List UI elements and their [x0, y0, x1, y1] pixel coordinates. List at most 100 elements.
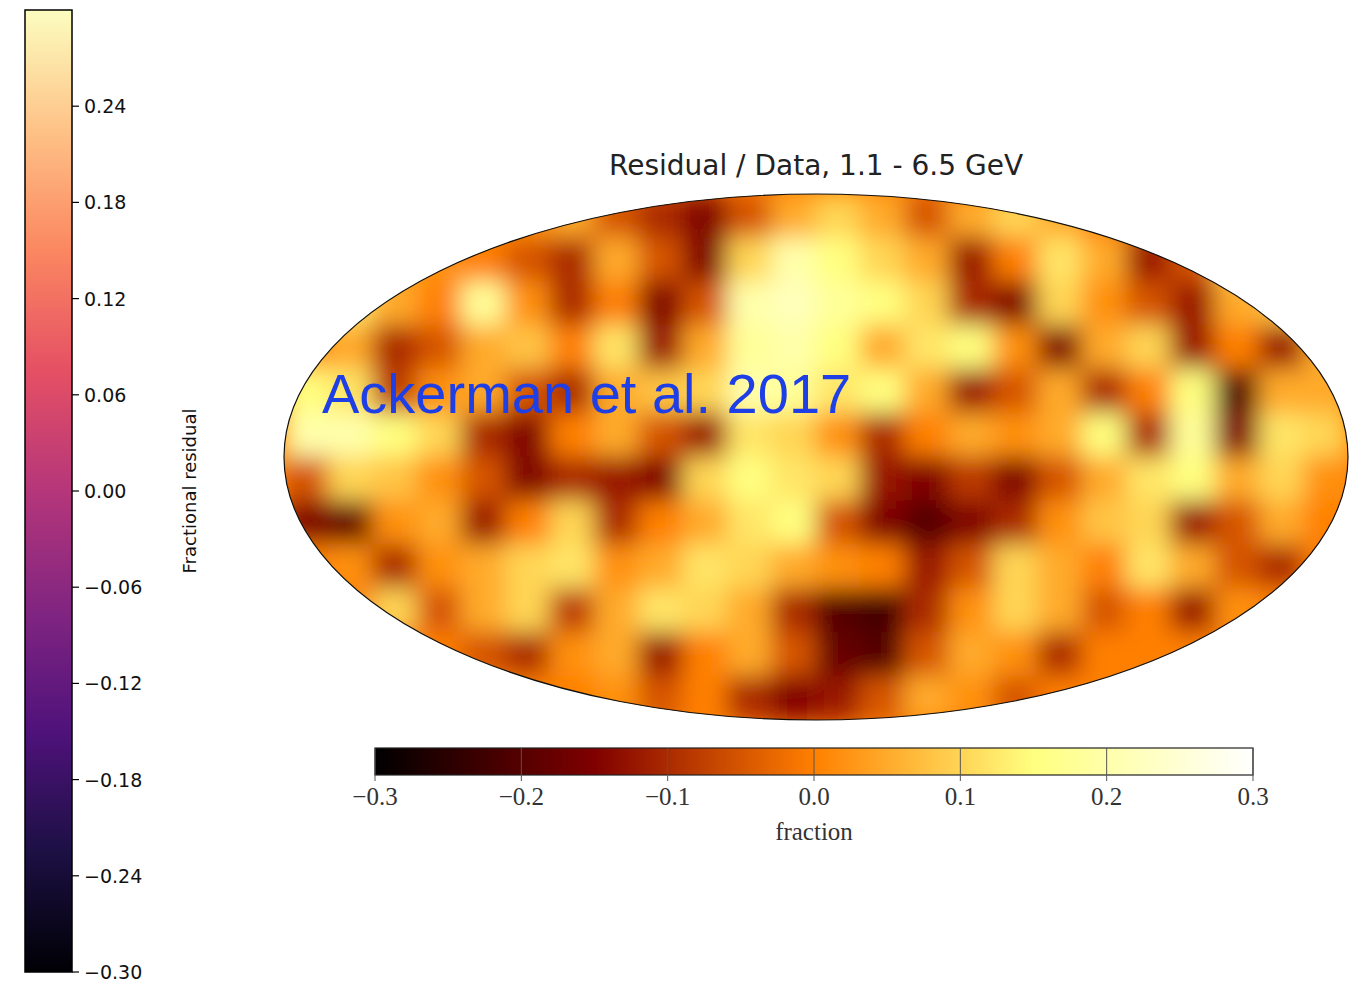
cell — [727, 588, 772, 633]
tick-mark — [72, 779, 79, 780]
cell — [638, 588, 683, 633]
cell — [550, 281, 595, 326]
cell — [594, 500, 639, 545]
tick-label: −0.24 — [84, 865, 142, 887]
cell — [372, 194, 417, 239]
cell — [904, 588, 949, 633]
tick-label: 0.12 — [84, 288, 126, 310]
cell — [1259, 194, 1304, 239]
cell — [949, 676, 994, 721]
cell — [1215, 194, 1260, 239]
cell — [550, 632, 595, 677]
colorbar — [25, 10, 72, 972]
tick-mark — [521, 748, 522, 781]
tick-label: −0.2 — [499, 783, 544, 810]
cell — [860, 500, 905, 545]
cell — [417, 676, 462, 721]
cell — [461, 237, 506, 282]
cell — [1082, 500, 1127, 545]
cell — [1126, 237, 1171, 282]
cell — [1215, 413, 1260, 458]
cell — [372, 588, 417, 633]
cell — [417, 632, 462, 677]
cell — [1303, 194, 1348, 239]
tick-label: −0.18 — [84, 769, 142, 791]
cell — [1215, 325, 1260, 370]
cell — [683, 281, 728, 326]
cell — [1170, 632, 1215, 677]
cell — [904, 413, 949, 458]
cell — [1037, 325, 1082, 370]
tick-label: −0.1 — [645, 783, 690, 810]
cell — [771, 194, 816, 239]
axis-title: fraction — [775, 818, 853, 845]
map-cells — [284, 194, 1349, 721]
cell — [904, 457, 949, 502]
cell — [1170, 457, 1215, 502]
cell — [1037, 369, 1082, 414]
tick-mark — [72, 298, 79, 299]
cell — [284, 632, 329, 677]
tick-label: 0.2 — [1091, 783, 1122, 810]
cell — [771, 500, 816, 545]
cell — [683, 544, 728, 589]
cell — [727, 500, 772, 545]
cell — [1215, 369, 1260, 414]
colorbar-ticks: −0.3−0.2−0.10.00.10.20.3 — [352, 748, 1268, 810]
cell — [550, 676, 595, 721]
cell — [1037, 457, 1082, 502]
cell — [949, 369, 994, 414]
cell — [284, 281, 329, 326]
cell — [417, 457, 462, 502]
tick-label: −0.30 — [84, 961, 142, 983]
tick-label: 0.06 — [84, 384, 126, 406]
cell — [505, 237, 550, 282]
cell — [949, 544, 994, 589]
cell — [993, 369, 1038, 414]
cell — [993, 281, 1038, 326]
cell — [638, 281, 683, 326]
cell — [816, 237, 861, 282]
cell — [505, 500, 550, 545]
cell — [993, 413, 1038, 458]
cell — [771, 457, 816, 502]
cell — [860, 676, 905, 721]
cell — [1126, 325, 1171, 370]
cell — [1126, 369, 1171, 414]
cell — [860, 457, 905, 502]
cell — [1303, 676, 1348, 721]
cell — [683, 500, 728, 545]
cell — [727, 281, 772, 326]
cell — [550, 237, 595, 282]
colorbar-ticks: 0.240.180.120.060.00−0.06−0.12−0.18−0.24… — [72, 95, 142, 983]
cell — [594, 588, 639, 633]
tick-label: 0.18 — [84, 191, 126, 213]
cell — [1126, 413, 1171, 458]
cell — [1215, 588, 1260, 633]
cell — [328, 457, 373, 502]
axis-title: Fractional residual — [179, 409, 200, 574]
tick-mark — [72, 683, 79, 684]
tick-mark — [375, 748, 376, 781]
cell — [1259, 325, 1304, 370]
tick-label: 0.0 — [798, 783, 829, 810]
cell — [1259, 413, 1304, 458]
tick-mark — [1253, 748, 1254, 781]
cell — [1126, 676, 1171, 721]
tick-mark — [72, 875, 79, 876]
tick-mark — [72, 202, 79, 203]
tick-mark — [72, 971, 79, 972]
cell — [1259, 369, 1304, 414]
cell — [1303, 413, 1348, 458]
cell — [328, 237, 373, 282]
cell — [1037, 544, 1082, 589]
tick-label: 0.1 — [945, 783, 976, 810]
cell — [284, 544, 329, 589]
cell — [949, 413, 994, 458]
cell — [993, 588, 1038, 633]
cell — [904, 281, 949, 326]
cell — [860, 632, 905, 677]
tick-mark — [814, 748, 815, 781]
cell — [550, 500, 595, 545]
cell — [1215, 500, 1260, 545]
